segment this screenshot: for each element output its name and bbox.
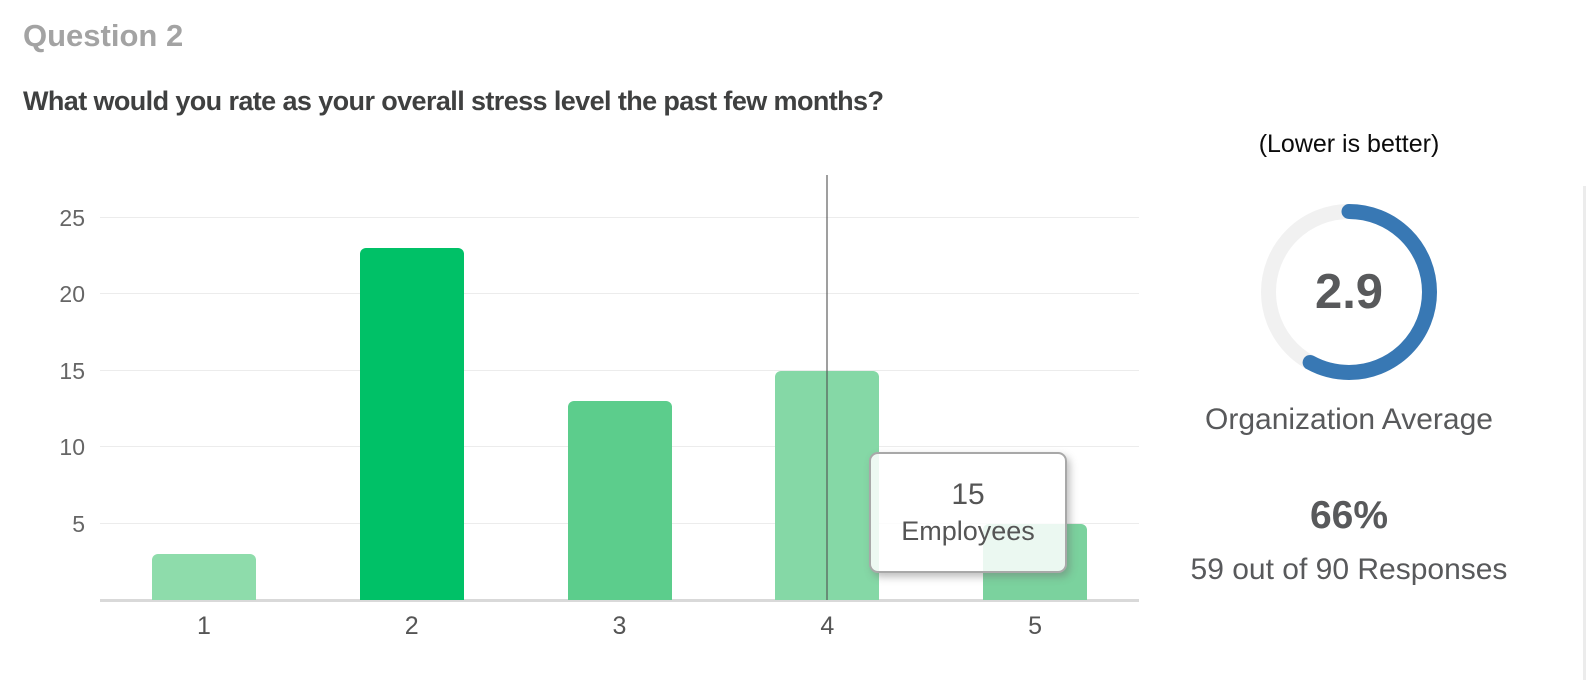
x-tick-label: 4 — [820, 612, 835, 640]
gridline — [100, 216, 1139, 218]
panel-divider — [1583, 186, 1586, 680]
x-tick-label: 2 — [404, 612, 419, 640]
gauge-ring — [1261, 204, 1437, 380]
y-tick-label: 10 — [59, 434, 85, 461]
tooltip-value: 15 — [951, 478, 985, 511]
bar-rating-1[interactable] — [151, 554, 256, 600]
x-tick-label: 5 — [1028, 612, 1043, 640]
x-tick-label: 3 — [612, 612, 627, 640]
y-tick-label: 15 — [59, 357, 85, 384]
response-rate: 66% — [1309, 494, 1389, 537]
gridline — [100, 369, 1139, 371]
bar-rating-2[interactable] — [359, 248, 464, 600]
chart-tooltip: 15 Employees — [869, 452, 1067, 573]
bar-chart — [100, 172, 1139, 602]
tooltip-label: Employees — [901, 516, 1035, 546]
question-title: What would you rate as your overall stre… — [23, 86, 884, 116]
y-tick-label: 25 — [59, 204, 85, 231]
bar-rating-3[interactable] — [567, 401, 672, 600]
org-average-value: 2.9 — [1314, 265, 1384, 319]
org-average-gauge: 2.9 — [1254, 197, 1444, 387]
x-axis-line — [100, 599, 1139, 602]
org-average-label: Organization Average — [1205, 403, 1493, 436]
hover-crosshair-line — [826, 175, 829, 600]
response-count: 59 out of 90 Responses — [1190, 553, 1508, 586]
y-tick-label: 5 — [72, 510, 85, 537]
y-tick-label: 20 — [59, 281, 85, 308]
gridline — [100, 293, 1139, 295]
lower-is-better-note: (Lower is better) — [1258, 130, 1440, 158]
x-tick-label: 1 — [196, 612, 211, 640]
question-section-label: Question 2 — [23, 18, 184, 53]
